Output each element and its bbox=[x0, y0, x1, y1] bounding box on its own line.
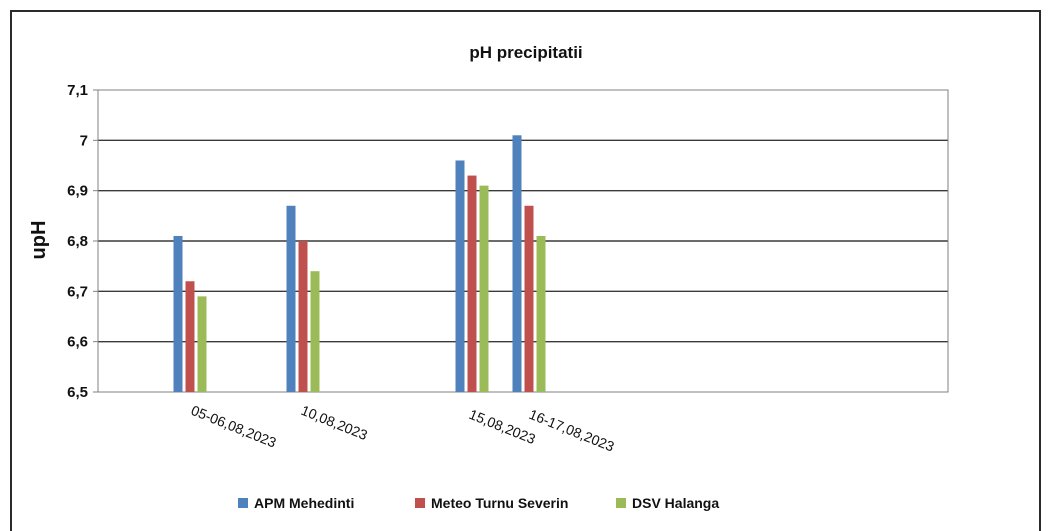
bar bbox=[197, 296, 207, 392]
legend-label: APM Mehedinti bbox=[254, 495, 354, 511]
bar bbox=[524, 205, 534, 392]
y-tick-label: 7,1 bbox=[67, 82, 88, 99]
bar bbox=[286, 205, 296, 392]
x-tick-label: 10,08,2023 bbox=[299, 402, 370, 443]
legend-label: Meteo Turnu Severin bbox=[431, 495, 568, 511]
y-tick-label: 6,9 bbox=[67, 183, 88, 200]
bar bbox=[173, 235, 183, 392]
legend-swatch bbox=[616, 498, 626, 508]
y-axis-label: upH bbox=[28, 221, 50, 260]
legend-swatch bbox=[415, 498, 425, 508]
bar bbox=[298, 241, 308, 392]
y-tick-label: 6,8 bbox=[67, 233, 88, 250]
gridlines bbox=[98, 139, 948, 343]
legend: APM Mehedinti Meteo Turnu Severin DSV Hala… bbox=[238, 495, 719, 511]
bar bbox=[536, 235, 546, 392]
x-tick-label: 16-17,08,2023 bbox=[527, 406, 617, 455]
bar bbox=[467, 175, 477, 392]
bar bbox=[455, 160, 465, 392]
y-axis-ticks: 6,5 6,6 6,7 6,8 6,9 7 7,1 bbox=[67, 82, 98, 401]
bar bbox=[479, 185, 489, 392]
x-axis-ticks: 05-06,08,2023 10,08,2023 15,08,202316-17,0… bbox=[189, 402, 617, 455]
x-tick-label: 05-06,08,2023 bbox=[189, 402, 279, 451]
y-tick-label: 6,6 bbox=[67, 334, 88, 351]
bars bbox=[173, 135, 546, 393]
chart-title: pH precipitatii bbox=[469, 43, 582, 62]
bar bbox=[185, 281, 195, 392]
legend-swatch bbox=[238, 498, 248, 508]
bar bbox=[310, 271, 320, 392]
y-tick-label: 6,5 bbox=[67, 384, 88, 401]
y-tick-label: 6,7 bbox=[67, 283, 88, 300]
x-tick-label: 15,08,2023 bbox=[467, 406, 538, 447]
y-tick-label: 7 bbox=[80, 132, 88, 149]
legend-label: DSV Halanga bbox=[632, 495, 719, 511]
bar bbox=[512, 135, 522, 393]
